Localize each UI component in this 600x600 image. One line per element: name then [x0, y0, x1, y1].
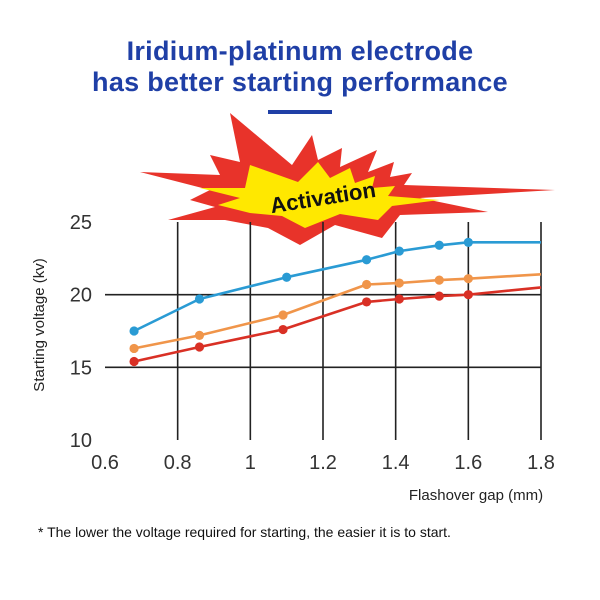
series-2-point: [434, 275, 444, 285]
series-3-point: [463, 290, 473, 300]
series-2-point: [129, 343, 139, 354]
series-3-point: [278, 324, 288, 335]
y-tick-label: 20: [70, 285, 92, 307]
chart-title: Iridium-platinum electrode has better st…: [0, 36, 600, 98]
series-2-point: [194, 330, 205, 340]
chart-series: [129, 237, 542, 367]
y-axis-label: Starting voltage (kv): [31, 258, 48, 391]
footnote: * The lower the voltage required for sta…: [38, 524, 451, 540]
series-2-point: [463, 274, 473, 284]
series-3-point: [434, 291, 444, 301]
y-axis-ticks: 10 15 20 25: [70, 212, 92, 452]
series-2-point: [278, 310, 288, 320]
x-axis-label: Flashover gap (mm): [409, 487, 543, 504]
title-underline: [268, 110, 332, 114]
y-tick-label: 10: [70, 430, 92, 452]
x-tick-label: 1.4: [382, 452, 410, 474]
series-1-point: [282, 272, 292, 282]
x-tick-label: 1.8: [527, 452, 555, 474]
x-tick-label: 1: [245, 452, 256, 474]
series-1-point: [194, 294, 205, 304]
x-tick-label: 0.6: [91, 452, 119, 474]
activation-burst: Activation: [140, 113, 555, 245]
series-1-point: [362, 255, 372, 265]
x-tick-label: 1.2: [309, 452, 337, 474]
series-1-point: [129, 326, 139, 336]
series-2-point: [362, 279, 372, 290]
series-line-2: [133, 273, 542, 350]
chart-grid: [105, 222, 542, 440]
series-2-point: [394, 278, 404, 288]
series-3-point: [394, 294, 404, 304]
series-3-point: [362, 297, 372, 307]
line-chart: Activation 0.6 0.8 1 1.2 1.4 1.6 1.8 10152025 …: [31, 113, 555, 504]
series-1-point: [394, 246, 404, 256]
x-tick-label: 0.8: [164, 452, 192, 474]
series-line-3: [133, 286, 542, 363]
title-line-2: has better starting performance: [92, 67, 508, 97]
y-tick-label: 15: [70, 357, 92, 379]
y-tick-label: 25: [70, 212, 92, 234]
burst-inner-shape: [200, 162, 440, 228]
series-line-1: [133, 241, 541, 333]
title-line-1: Iridium-platinum electrode: [126, 36, 474, 66]
series-3-point: [129, 356, 139, 367]
series-1-point: [434, 240, 444, 250]
series-3-point: [194, 342, 205, 352]
x-axis-ticks: 0.6 0.8 1 1.2 1.4 1.6 1.8: [91, 452, 555, 474]
x-tick-label: 1.6: [454, 452, 482, 474]
series-1-point: [463, 237, 473, 247]
